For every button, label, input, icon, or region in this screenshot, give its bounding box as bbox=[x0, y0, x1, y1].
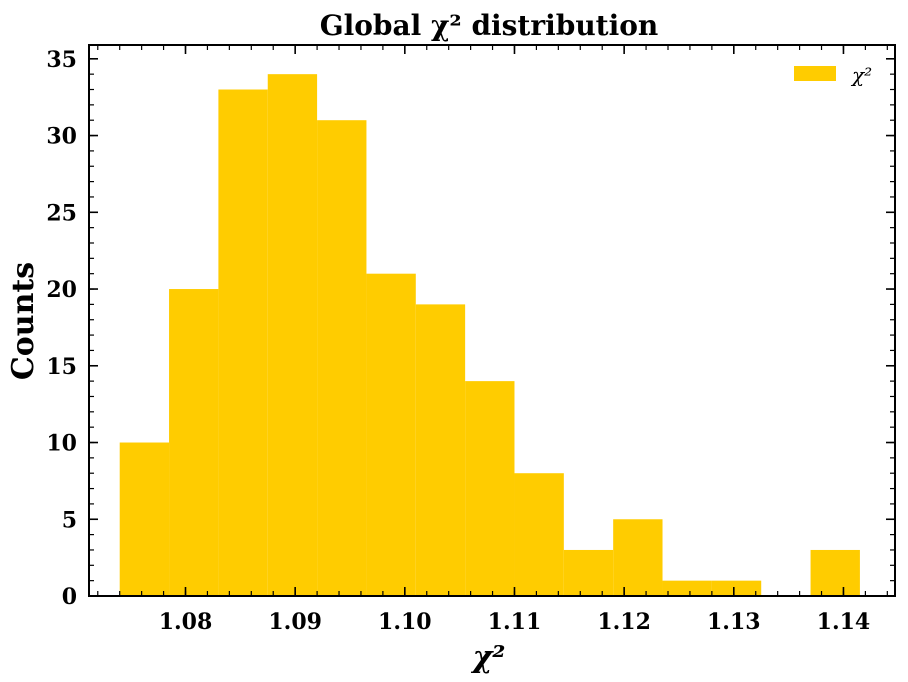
histogram-bar-1 bbox=[169, 289, 219, 596]
x-tick-label: 1.09 bbox=[268, 609, 322, 635]
y-tick-label: 25 bbox=[46, 200, 77, 226]
histogram-bar-6 bbox=[415, 304, 466, 596]
y-tick-label: 5 bbox=[62, 507, 77, 533]
y-axis-label: Counts bbox=[6, 262, 41, 380]
histogram-bar-5 bbox=[366, 273, 416, 596]
legend-label: χ² bbox=[850, 63, 872, 87]
histogram-bar-10 bbox=[613, 519, 663, 596]
y-tick-label: 10 bbox=[46, 431, 77, 457]
chart-title: Global χ² distribution bbox=[320, 9, 659, 42]
legend-swatch bbox=[794, 66, 836, 81]
histogram-bar-8 bbox=[514, 473, 564, 596]
plot-frame bbox=[88, 44, 896, 597]
histogram-bar-7 bbox=[465, 381, 515, 596]
x-tick-label: 1.11 bbox=[488, 609, 542, 635]
x-tick-label: 1.10 bbox=[378, 609, 432, 635]
x-tick-label: 1.12 bbox=[597, 609, 651, 635]
y-tick-label: 20 bbox=[46, 277, 77, 303]
axis-tick-labels: 1.08 1.09 1.10 1.11 1.12 1.13 1.14 0 5 10 15 20 25 30… bbox=[46, 47, 870, 635]
histogram-bar-2 bbox=[218, 89, 268, 596]
y-tick-label: 30 bbox=[46, 124, 77, 150]
histogram-bar-12 bbox=[711, 580, 762, 596]
y-tick-label: 0 bbox=[62, 584, 77, 610]
y-tick-label: 15 bbox=[46, 354, 77, 380]
y-tick-label: 35 bbox=[46, 47, 77, 73]
histogram-bar-3 bbox=[267, 74, 318, 596]
histogram-bar-9 bbox=[563, 549, 614, 596]
histogram-bar-4 bbox=[317, 120, 367, 597]
x-tick-label: 1.13 bbox=[707, 609, 761, 635]
x-axis-label: χ² bbox=[471, 640, 506, 675]
histogram-bar-0 bbox=[119, 442, 170, 596]
legend: χ² bbox=[794, 63, 872, 87]
bars-group bbox=[119, 74, 860, 597]
x-tick-label: 1.08 bbox=[159, 609, 213, 635]
histogram-bar-11 bbox=[662, 580, 712, 596]
histogram-bar-14 bbox=[810, 549, 860, 596]
x-tick-label: 1.14 bbox=[817, 609, 871, 635]
